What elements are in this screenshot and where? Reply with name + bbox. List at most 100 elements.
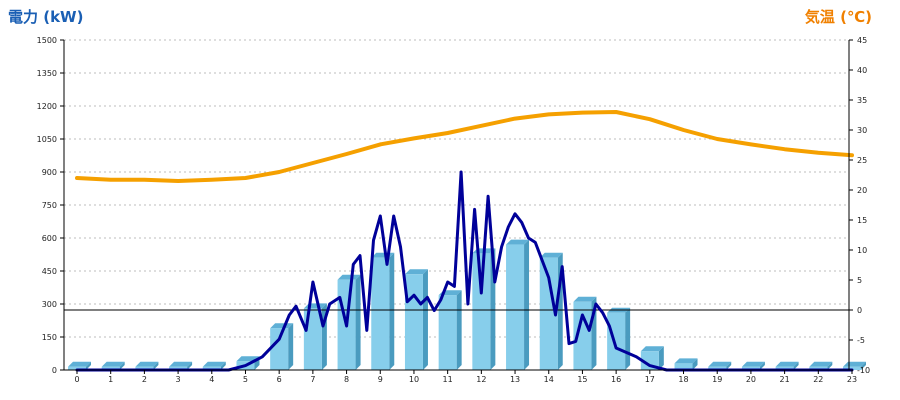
left-tick-label: 300 — [42, 300, 57, 309]
bar-side — [793, 361, 799, 370]
bar-top — [135, 361, 159, 367]
right-tick-label: -10 — [857, 366, 870, 375]
bar — [337, 274, 361, 370]
bar-top — [775, 361, 799, 367]
x-tick-label: 0 — [74, 375, 79, 384]
bar — [539, 252, 563, 370]
bar-side — [288, 323, 294, 370]
bar-top — [539, 252, 563, 258]
x-tick-label: 21 — [780, 375, 790, 384]
left-tick-label: 600 — [42, 234, 57, 243]
bar-side — [692, 358, 698, 370]
bar-side — [220, 361, 226, 370]
x-tick-label: 15 — [577, 375, 587, 384]
bar-top — [741, 361, 765, 367]
bar — [135, 361, 159, 370]
right-tick-label: -5 — [857, 336, 865, 345]
bar — [775, 361, 799, 370]
right-tick-label: 15 — [857, 216, 867, 225]
left-tick-label: 0 — [52, 366, 57, 375]
bar-front — [135, 366, 154, 370]
x-tick-label: 9 — [378, 375, 383, 384]
bar — [270, 323, 294, 370]
bar-side — [759, 361, 765, 370]
bar-front — [68, 366, 86, 370]
bar-top — [640, 346, 664, 352]
x-tick-label: 14 — [544, 375, 554, 384]
bar-side — [355, 274, 361, 370]
right-tick-label: 5 — [857, 276, 862, 285]
bar-front — [741, 366, 760, 370]
bar-front — [708, 366, 727, 370]
x-tick-label: 3 — [176, 375, 181, 384]
bar-side — [422, 269, 428, 370]
right-tick-label: 20 — [857, 186, 867, 195]
bar-side — [861, 361, 866, 370]
right-tick-label: 10 — [857, 246, 867, 255]
bar-front — [809, 366, 828, 370]
bar-front — [607, 312, 626, 370]
bar-front — [371, 257, 390, 370]
x-tick-label: 22 — [813, 375, 823, 384]
bar-top — [270, 323, 294, 329]
bar-front — [573, 301, 592, 370]
left-tick-label: 1050 — [37, 135, 57, 144]
bar-side — [119, 361, 125, 370]
x-tick-label: 16 — [611, 375, 621, 384]
x-tick-label: 18 — [678, 375, 688, 384]
bar-front — [506, 244, 525, 370]
bar — [809, 361, 833, 370]
bar-front — [539, 257, 558, 370]
bar-front — [472, 253, 491, 370]
bar-front — [169, 366, 188, 370]
bar-side — [86, 361, 91, 370]
right-tick-label: 0 — [857, 306, 862, 315]
x-tick-label: 20 — [746, 375, 756, 384]
x-tick-label: 19 — [712, 375, 722, 384]
left-axis-title: 電力 (kW) — [8, 8, 84, 26]
bar — [68, 361, 91, 370]
bar-side — [456, 290, 462, 370]
x-tick-label: 4 — [209, 375, 214, 384]
bar — [169, 361, 193, 370]
bar-top — [202, 361, 226, 367]
bar — [708, 361, 732, 370]
bar-top — [337, 274, 361, 280]
bar — [404, 269, 428, 370]
bar-front — [404, 274, 423, 370]
bar-top — [101, 361, 125, 367]
bar — [674, 358, 698, 370]
x-tick-label: 7 — [310, 375, 315, 384]
bar-side — [726, 361, 732, 370]
bar-front — [270, 328, 289, 370]
left-tick-label: 1200 — [37, 102, 57, 111]
bar-top — [404, 269, 428, 275]
left-tick-label: 750 — [42, 201, 57, 210]
bar — [101, 361, 125, 370]
left-tick-label: 1500 — [37, 36, 57, 45]
bar-top — [809, 361, 833, 367]
x-tick-label: 12 — [476, 375, 486, 384]
left-tick-label: 150 — [42, 333, 57, 342]
grid-lines — [64, 39, 849, 338]
left-tick-label: 450 — [42, 267, 57, 276]
bar — [506, 239, 530, 370]
x-tick-label: 1 — [108, 375, 113, 384]
bar — [202, 361, 226, 370]
bar-side — [389, 252, 395, 370]
bar-front — [775, 366, 794, 370]
x-tick-label: 11 — [443, 375, 453, 384]
bar-front — [438, 295, 457, 370]
bar-side — [524, 239, 530, 370]
x-tick-label: 8 — [344, 375, 349, 384]
bar — [607, 307, 631, 370]
left-tick-label: 1350 — [37, 69, 57, 78]
right-tick-label: 35 — [857, 96, 867, 105]
right-axis-title: 気温 (℃) — [804, 8, 872, 26]
right-tick-label: 30 — [857, 126, 867, 135]
x-tick-label: 5 — [243, 375, 248, 384]
right-tick-label: 25 — [857, 156, 867, 165]
bar-top — [708, 361, 732, 367]
bar — [438, 290, 462, 370]
bar-top — [674, 358, 698, 364]
